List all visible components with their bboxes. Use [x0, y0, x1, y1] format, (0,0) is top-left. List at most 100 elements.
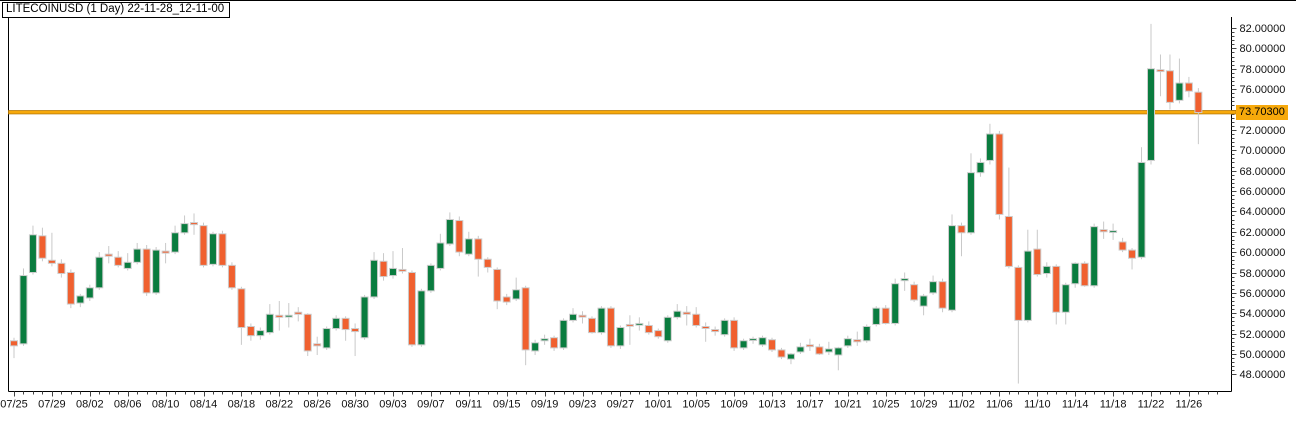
- last-price-tag: 73.70300: [1236, 105, 1288, 120]
- x-tick-label: 11/22: [1138, 399, 1165, 411]
- x-tick-label: 08/30: [341, 399, 369, 411]
- candle: [1023, 229, 1032, 323]
- candle: [389, 251, 397, 279]
- candle-body: [872, 307, 881, 325]
- candle: [569, 308, 578, 323]
- candle: [57, 259, 66, 278]
- candle: [995, 130, 1004, 220]
- candle-body: [313, 343, 322, 347]
- candle: [550, 335, 559, 351]
- candle-body: [161, 250, 170, 254]
- candle: [843, 335, 852, 348]
- y-tick-label: 82.00000: [1240, 23, 1286, 35]
- candle: [246, 323, 255, 341]
- candle-body: [625, 323, 634, 327]
- candle-body: [28, 234, 37, 273]
- candle-body: [322, 328, 331, 349]
- x-tick-label: 11/26: [1176, 399, 1203, 411]
- candle: [265, 304, 274, 335]
- candle-body: [786, 353, 795, 360]
- candle: [777, 347, 786, 360]
- candle-body: [919, 295, 928, 307]
- candle-body: [1194, 91, 1203, 114]
- candle: [294, 307, 303, 322]
- candle-body: [805, 344, 814, 348]
- candle: [66, 269, 75, 309]
- candle: [1175, 58, 1184, 104]
- y-tick-label: 64.00000: [1240, 206, 1286, 218]
- candle-body: [796, 346, 805, 353]
- candle: [218, 230, 227, 268]
- x-tick-label: 11/14: [1062, 399, 1089, 411]
- candle: [76, 293, 85, 308]
- x-tick-label: 09/19: [531, 399, 559, 411]
- x-tick-label: 08/06: [114, 399, 142, 411]
- candle-body: [673, 310, 682, 318]
- candle: [417, 288, 426, 347]
- candle-body: [294, 311, 303, 315]
- candle: [919, 293, 928, 316]
- candle-body: [1061, 284, 1070, 313]
- y-tick-label: 70.00000: [1240, 145, 1286, 157]
- candle-body: [85, 287, 94, 299]
- x-tick-label: 08/18: [228, 399, 256, 411]
- candle-body: [199, 225, 208, 266]
- candle-body: [152, 249, 161, 294]
- candle: [1042, 262, 1051, 278]
- candle-body: [862, 325, 871, 342]
- candle-body: [436, 242, 445, 269]
- candle: [701, 322, 710, 342]
- candle-body: [1004, 215, 1013, 267]
- y-tick-label: 76.00000: [1240, 84, 1286, 96]
- candle: [1061, 282, 1070, 325]
- x-tick-label: 10/09: [720, 399, 748, 411]
- chart-title: LITECOINUSD (1 Day) 22-11-28_12-11-00: [2, 2, 231, 18]
- candle: [332, 315, 341, 331]
- candle: [559, 318, 568, 350]
- candle: [360, 294, 369, 340]
- candle: [1109, 223, 1118, 240]
- candle-body: [881, 307, 890, 324]
- candle-body: [455, 220, 464, 253]
- candle: [95, 252, 104, 290]
- candle: [85, 284, 94, 302]
- candle-body: [824, 348, 833, 353]
- candle: [493, 267, 502, 310]
- candle-body: [976, 161, 985, 174]
- candle: [256, 327, 265, 340]
- candle-body: [891, 283, 900, 324]
- candle-body: [1071, 262, 1080, 285]
- candle: [10, 337, 18, 359]
- y-tick-label: 60.00000: [1240, 247, 1286, 259]
- candle-body: [1080, 262, 1089, 287]
- y-tick-label: 48.00000: [1240, 369, 1286, 381]
- x-tick-label: 10/17: [796, 399, 824, 411]
- candle: [786, 352, 795, 365]
- x-tick-label: 09/27: [607, 399, 635, 411]
- x-tick-label: 09/07: [417, 399, 445, 411]
- candle-body: [57, 262, 66, 275]
- candle-body: [578, 314, 587, 318]
- candle-body: [426, 264, 435, 292]
- x-tick-label: 11/02: [948, 399, 975, 411]
- candle: [881, 305, 890, 325]
- candle: [824, 341, 833, 356]
- candle: [976, 158, 985, 177]
- candle-body: [246, 325, 255, 337]
- candle-body: [531, 342, 540, 352]
- candle: [625, 315, 634, 345]
- x-tick-label: 07/29: [38, 399, 66, 411]
- y-tick-label: 78.00000: [1240, 64, 1286, 76]
- candle: [407, 270, 416, 347]
- candle-body: [133, 248, 142, 263]
- candle: [606, 306, 615, 348]
- price-line: [8, 110, 1237, 115]
- candle-body: [256, 330, 265, 337]
- x-tick-label: 10/13: [758, 399, 786, 411]
- x-tick-label: 08/22: [266, 399, 294, 411]
- candle: [436, 233, 445, 271]
- candle: [644, 321, 653, 335]
- candle-body: [644, 324, 653, 334]
